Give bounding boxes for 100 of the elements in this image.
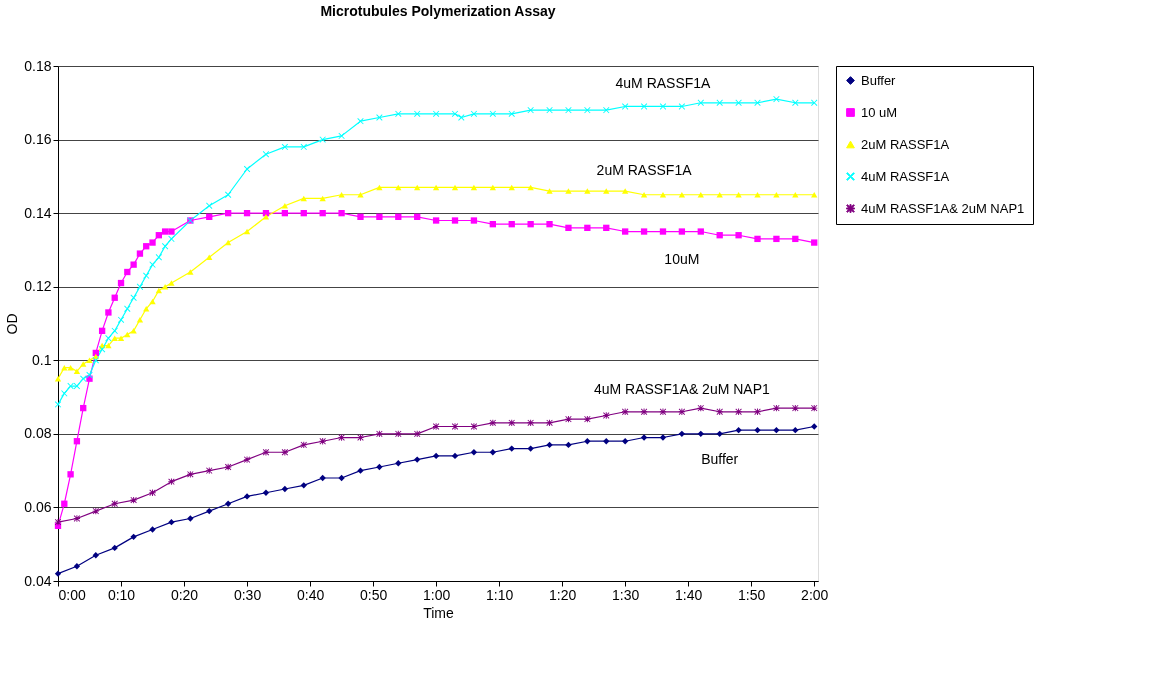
point [111, 335, 118, 341]
point [659, 228, 667, 235]
legend-label: 4uM RASSF1A [861, 168, 950, 184]
point [86, 357, 93, 364]
point [143, 272, 150, 279]
point [773, 404, 780, 412]
point [622, 188, 629, 194]
point [735, 99, 742, 106]
point [54, 401, 62, 408]
point [92, 552, 99, 559]
point [206, 507, 213, 515]
point [206, 467, 213, 474]
point [678, 430, 686, 438]
point [678, 103, 686, 110]
point [168, 518, 175, 526]
point [376, 213, 383, 220]
point [187, 515, 194, 522]
x-tick-label: 0:50 [359, 586, 388, 603]
point [73, 563, 81, 570]
annotation: Buffer [701, 450, 739, 467]
point [792, 427, 799, 434]
point [773, 427, 780, 434]
annotation: 10uM [664, 250, 700, 267]
point [735, 408, 742, 415]
point [527, 221, 534, 228]
x-tick-label: 2:00 [801, 586, 829, 603]
point [243, 228, 251, 235]
point [67, 471, 74, 478]
point [155, 287, 162, 294]
point [243, 209, 251, 217]
point [754, 427, 761, 434]
point [143, 306, 150, 312]
point [319, 209, 326, 217]
point [716, 99, 723, 106]
point [508, 221, 515, 228]
x-tick-label: 1:40 [675, 586, 703, 603]
point [735, 232, 742, 239]
point [470, 449, 478, 456]
legend-label: Buffer [861, 72, 897, 88]
point [395, 460, 402, 467]
y-tick-label: 0.06 [24, 498, 52, 515]
point [281, 209, 289, 217]
point [376, 184, 383, 191]
point [300, 209, 307, 217]
point [105, 309, 112, 316]
point [243, 493, 251, 500]
point [659, 103, 667, 110]
point [811, 239, 818, 246]
point [622, 408, 629, 415]
point [111, 500, 118, 507]
point [451, 423, 459, 430]
x-tick-label: 0:40 [296, 586, 325, 603]
annotation: 4uM RASSF1A [615, 75, 712, 92]
point [61, 500, 68, 507]
point [716, 408, 723, 415]
point [281, 485, 289, 493]
point [565, 441, 572, 449]
point [155, 232, 162, 239]
point [584, 415, 591, 423]
point [262, 214, 270, 220]
point [281, 449, 289, 456]
point [124, 305, 131, 312]
point [338, 209, 345, 217]
point [105, 342, 112, 349]
point [792, 235, 799, 243]
point [73, 438, 81, 445]
point [773, 235, 780, 243]
point [470, 423, 478, 430]
point [622, 228, 629, 235]
point [508, 184, 515, 191]
point [161, 228, 169, 235]
x-tick-label: 0:00 [58, 586, 86, 603]
point [716, 232, 723, 239]
point [697, 99, 704, 106]
y-axis-title: OD [4, 313, 21, 335]
x-axis-title: Time [423, 604, 455, 621]
point [73, 515, 81, 522]
x-tick-label: 0:20 [170, 586, 199, 603]
point [224, 191, 232, 198]
point [395, 110, 402, 117]
point [319, 474, 326, 482]
point [143, 243, 150, 250]
point [470, 184, 478, 191]
point [432, 184, 440, 191]
point [338, 132, 345, 140]
point [149, 239, 156, 246]
point [224, 209, 232, 217]
point [300, 482, 307, 489]
point [546, 221, 553, 228]
point [300, 195, 307, 202]
point [224, 239, 232, 246]
x-tick-label: 1:50 [738, 586, 766, 603]
x-tick-label: 1:10 [486, 586, 514, 603]
y-tick-label: 0.18 [24, 57, 52, 74]
x-tick-label: 1:00 [422, 586, 451, 603]
point [565, 415, 572, 423]
point [67, 382, 74, 390]
point [792, 404, 799, 412]
legend-label: 4uM RASSF1A& 2uM NAP1 [861, 200, 1025, 216]
point [697, 430, 704, 438]
